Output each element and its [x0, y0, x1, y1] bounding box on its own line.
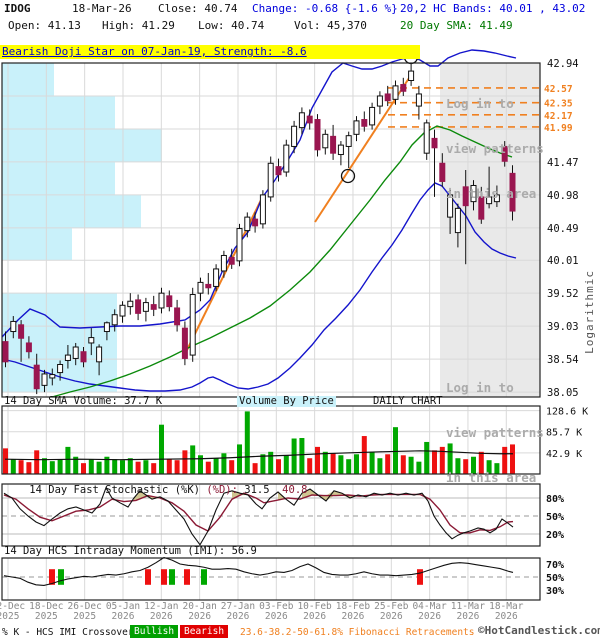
stoch-d-label: (%D):: [206, 484, 245, 496]
svg-text:42.17: 42.17: [544, 111, 573, 122]
svg-text:41.47: 41.47: [547, 157, 579, 169]
svg-text:128.6 K: 128.6 K: [546, 407, 588, 418]
daily-chart-label: DAILY CHART: [373, 395, 443, 407]
low-value: Low: 40.74: [198, 19, 265, 32]
svg-text:39.52: 39.52: [547, 288, 579, 300]
stoch-plot-border: [1, 483, 541, 547]
svg-text:50%: 50%: [546, 573, 564, 584]
imi-panel-title: 14 Day HCS Intraday Momentum (IMI): 56.9: [4, 545, 257, 557]
stoch-d-value: 40.8: [275, 484, 308, 496]
fibonacci-levels: [388, 87, 540, 128]
login-notice-line: Log in to: [446, 380, 514, 395]
bullish-badge: Bullish: [130, 625, 179, 638]
svg-text:30%: 30%: [546, 586, 564, 597]
crossover-legend-label: % K - HCS IMI Crossover,: [2, 627, 140, 638]
svg-text:85.7 K: 85.7 K: [546, 428, 582, 439]
imi-plot-border: [1, 557, 541, 601]
x-axis-date-label: 12-Jan 2026: [144, 601, 179, 622]
quote-date: 18-Mar-26: [72, 2, 132, 15]
change-value: Change: -0.68 {-1.6 %}: [252, 2, 398, 15]
copyright-link[interactable]: ©HotCandlestick.com: [478, 624, 600, 637]
stoch-grid: [2, 484, 540, 546]
x-axis-date-label: 18-Mar 2026: [489, 601, 524, 622]
login-notice-line: Log in to: [446, 96, 514, 111]
volume-axis-labels: 128.6 K 85.7 K 42.9 K: [546, 407, 588, 460]
stochastic-panel: 80% 50% 20%: [1, 483, 564, 547]
svg-text:40.49: 40.49: [547, 223, 579, 235]
imi-line: [3, 556, 514, 587]
svg-text:42.9 K: 42.9 K: [546, 449, 582, 460]
stochastic-panel-title: 14 Day Fast Stochastic (%K) (%D): 31.5 4…: [4, 474, 307, 507]
volume-panel-title: 14 Day SMA Volume: 37.7 K: [4, 395, 163, 407]
login-notice-line: view patterns: [446, 425, 544, 440]
stoch-title-text: 14 Day Fast Stochastic (%K): [29, 484, 207, 496]
volume-bars: [3, 411, 515, 474]
x-axis-date-label: 26-Dec 2025: [67, 601, 102, 622]
stoch-axis-labels: 80% 50% 20%: [546, 494, 564, 541]
login-notice-line: in this area: [446, 470, 537, 485]
volume-by-price-label: Volume By Price: [237, 395, 336, 407]
svg-text:42.57: 42.57: [544, 84, 573, 95]
imi-grid: [2, 558, 540, 600]
volume-panel: 128.6 K 85.7 K 42.9 K: [1, 405, 588, 475]
x-axis-date-label: 11-Mar 2026: [450, 601, 486, 622]
x-axis: 12-Dec202518-Dec202526-Dec202505-Jan2026…: [0, 601, 600, 623]
stoch-d-line: [3, 492, 514, 534]
login-notice-line: in this area: [446, 186, 537, 201]
svg-text:70%: 70%: [546, 560, 564, 571]
x-axis-date-label: 27-Jan 2026: [220, 601, 256, 622]
x-axis-date-label: 20-Jan 2026: [182, 601, 217, 622]
volume-value: Vol: 45,370: [294, 19, 367, 32]
login-notice-top: Log in to view patterns in this area: [446, 66, 544, 231]
hc-bands-value: 20,2 HC Bands: 40.01 , 43.02: [400, 2, 586, 15]
x-axis-date-label: 25-Feb 2026: [374, 601, 409, 622]
svg-text:39.03: 39.03: [547, 321, 579, 333]
svg-text:50%: 50%: [546, 512, 564, 523]
svg-text:41.99: 41.99: [544, 123, 573, 134]
bearish-badge: Bearish: [180, 625, 229, 638]
stoch-k-value: 31.5: [244, 484, 276, 496]
candlesticks: [2, 63, 516, 395]
svg-text:20%: 20%: [546, 530, 564, 541]
svg-text:80%: 80%: [546, 494, 564, 505]
volume-sma-line: [4, 450, 513, 461]
x-axis-date-label: 10-Feb 2026: [297, 601, 332, 622]
sma20-line: [51, 125, 513, 398]
imi-crossover-bars: [49, 569, 423, 585]
x-axis-date-label: 18-Dec 2025: [29, 601, 64, 622]
high-value: High: 41.29: [102, 19, 175, 32]
close-value: Close: 40.74: [158, 2, 238, 15]
x-axis-date-label: 03-Feb 2026: [259, 601, 294, 622]
x-axis-date-label: 18-Feb 2026: [335, 601, 371, 622]
sma-value: 20 Day SMA: 41.49: [400, 19, 513, 32]
svg-text:42.35: 42.35: [544, 99, 573, 110]
imi-panel: 70% 50% 30%: [1, 556, 564, 601]
fibonacci-legend-label: 23.6-38.2-50-61.8% Fibonacci Retracement…: [240, 627, 475, 638]
pattern-alert-banner[interactable]: Bearish Doji Star on 07-Jan-19, Strength…: [0, 45, 420, 59]
scale-type-label: Logarithmic: [583, 270, 596, 354]
svg-text:40.98: 40.98: [547, 190, 579, 202]
svg-text:40.01: 40.01: [547, 255, 579, 267]
login-notice-bottom: Log in to view patterns in this area: [446, 350, 544, 515]
imi-axis-labels: 70% 50% 30%: [546, 560, 564, 597]
svg-text:38.54: 38.54: [547, 354, 579, 366]
open-value: Open: 41.13: [8, 19, 81, 32]
login-notice-line: view patterns: [446, 141, 544, 156]
svg-text:38.05: 38.05: [547, 387, 579, 399]
ticker-symbol: IDOG: [4, 2, 31, 15]
x-axis-date-label: 04-Mar 2026: [412, 601, 447, 622]
stoch-k-line: [3, 486, 514, 546]
x-axis-date-label: 05-Jan 2026: [105, 601, 141, 622]
svg-text:42.94: 42.94: [547, 58, 579, 70]
